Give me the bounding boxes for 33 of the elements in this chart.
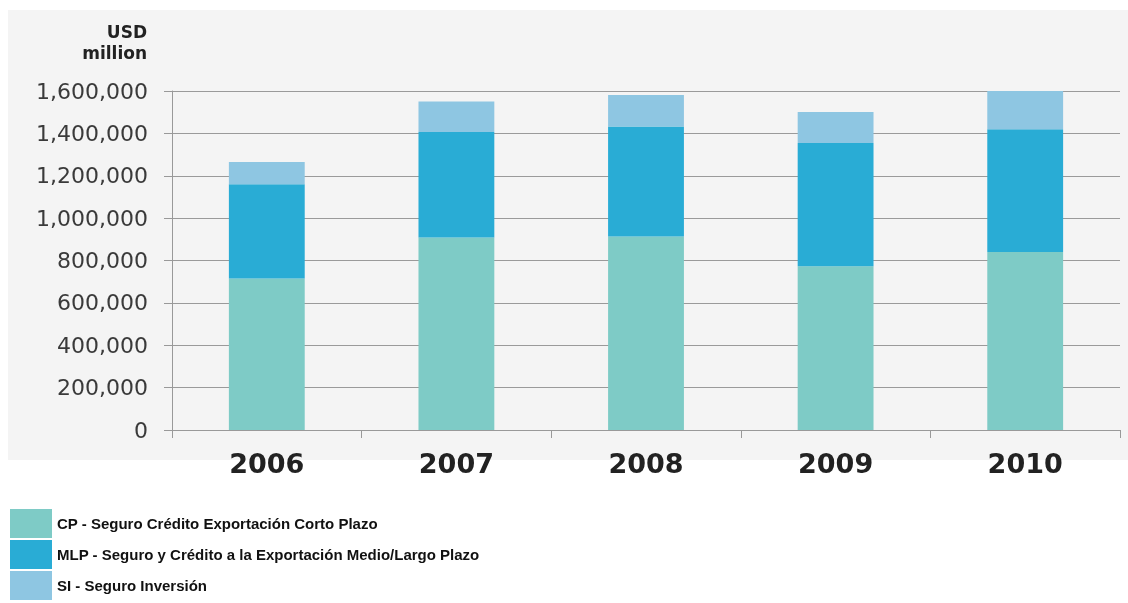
y-axis-title: USD million — [82, 21, 147, 63]
bar — [418, 237, 495, 430]
x-tick-label: 2010 — [987, 448, 1063, 479]
bar — [418, 132, 495, 238]
y-tick-label: 1,400,000 — [36, 120, 148, 146]
x-tick-label: 2008 — [608, 448, 684, 479]
y-tick-label: 0 — [134, 417, 148, 443]
x-tick-label: 2007 — [418, 448, 494, 479]
y-tick-label: 1,000,000 — [36, 205, 148, 231]
legend-label: SI - Seguro Inversión — [57, 577, 208, 594]
y-tick-label: 1,600,000 — [36, 78, 148, 104]
bar — [797, 143, 874, 267]
bar — [987, 91, 1064, 130]
bar — [608, 236, 684, 430]
bar — [797, 111, 874, 144]
bar — [608, 126, 684, 237]
y-tick-label: 800,000 — [57, 248, 148, 273]
legend-label: CP - Seguro Crédito Exportación Corto Plazo — [57, 515, 378, 532]
y-tick-label: 400,000 — [57, 332, 148, 358]
y-tick-label: 600,000 — [57, 290, 148, 316]
bar — [987, 129, 1064, 253]
bar — [797, 266, 874, 430]
bar — [608, 95, 684, 127]
x-tick-label: 2006 — [229, 448, 305, 479]
y-tick-label: 200,000 — [57, 375, 148, 401]
bar — [987, 252, 1064, 430]
bar — [228, 161, 305, 185]
y-tick-label: 1,200,000 — [36, 163, 148, 189]
bar — [228, 184, 305, 279]
bar — [418, 101, 495, 133]
x-tick-label: 2009 — [798, 448, 874, 479]
legend-label: MLP - Seguro y Crédito a la Exportación Medio/Largo Plazo — [57, 546, 480, 563]
bar — [228, 278, 305, 430]
